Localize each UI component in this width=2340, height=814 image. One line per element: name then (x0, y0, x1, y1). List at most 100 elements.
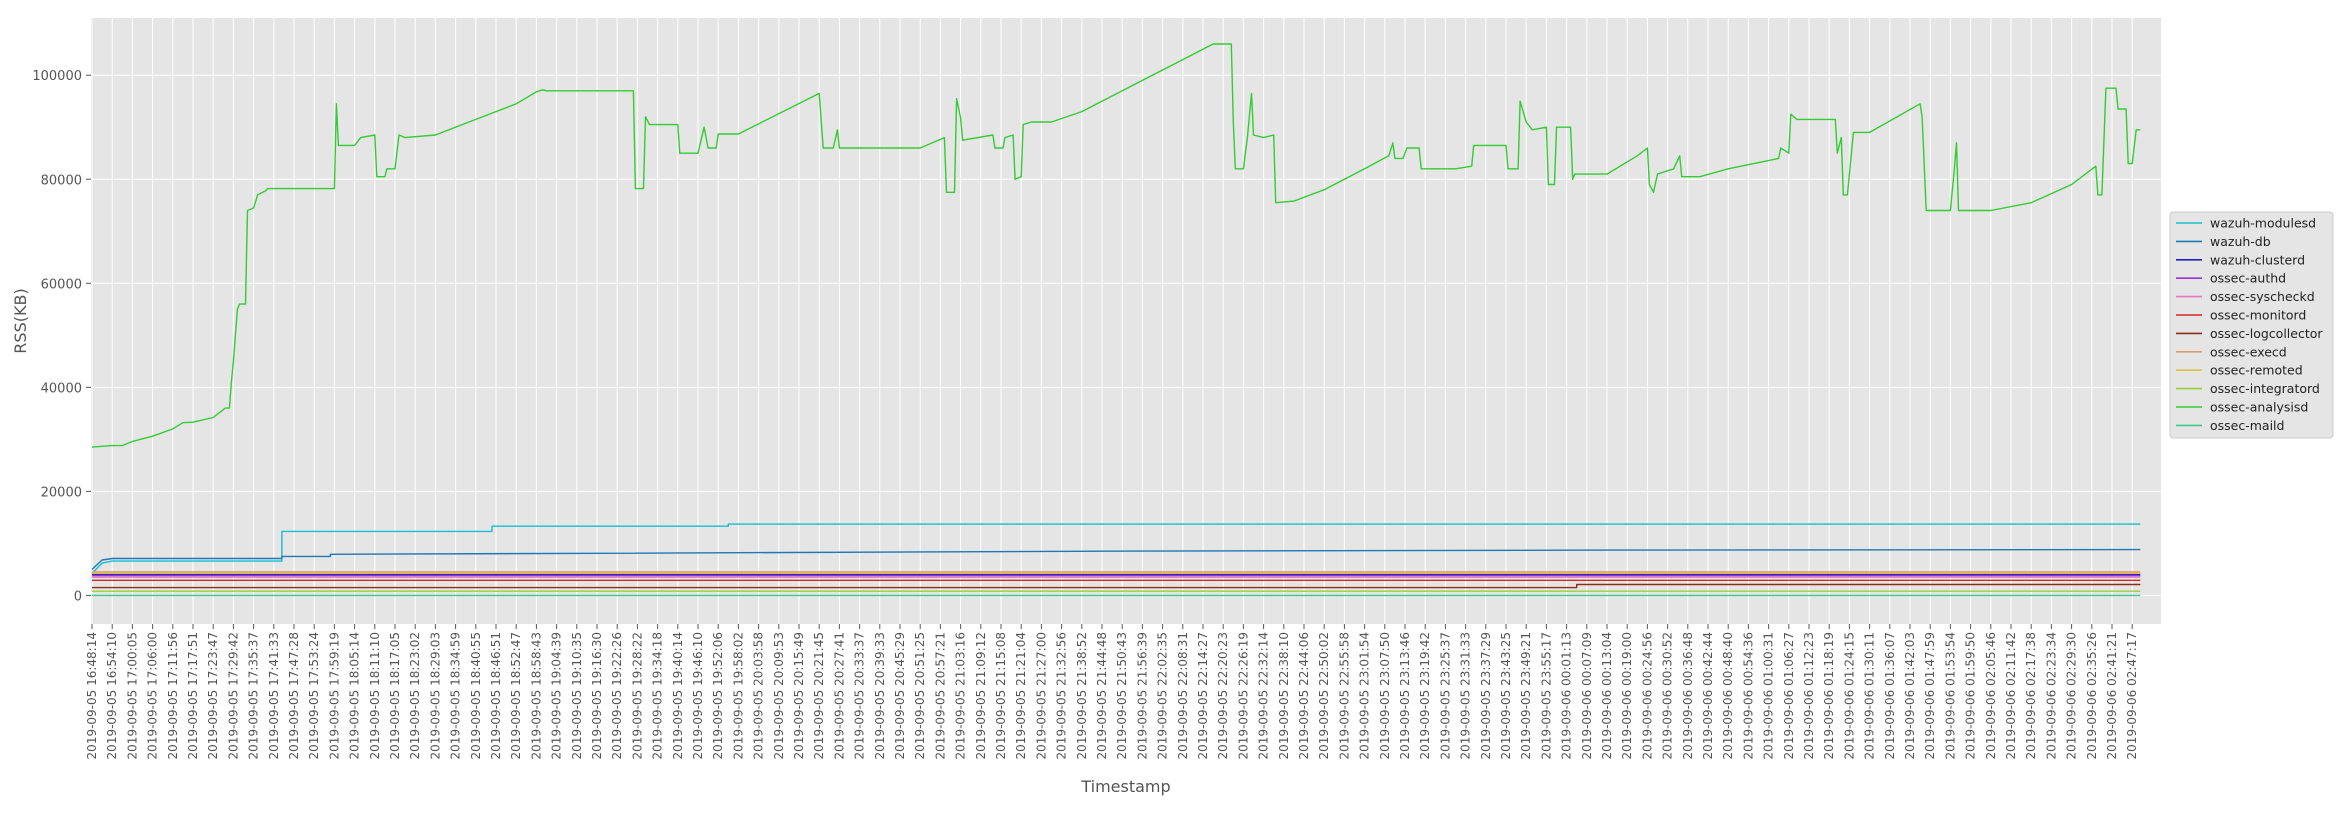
x-tick-label: 2019-09-05 22:38:10 (1277, 632, 1291, 759)
x-tick-label: 2019-09-05 20:45:29 (893, 632, 907, 759)
x-tick-label: 2019-09-05 21:56:39 (1135, 632, 1149, 759)
x-tick-label: 2019-09-06 02:17:38 (2024, 632, 2038, 759)
x-tick-label: 2019-09-05 21:03:16 (954, 632, 968, 759)
legend-label: ossec-execd (2210, 344, 2287, 359)
legend-label: wazuh-db (2210, 234, 2271, 249)
x-tick-label: 2019-09-05 23:55:17 (1539, 632, 1553, 759)
x-tick-label: 2019-09-05 20:09:53 (772, 632, 786, 759)
x-tick-label: 2019-09-06 01:18:19 (1822, 632, 1836, 759)
x-tick-label: 2019-09-05 19:58:02 (731, 632, 745, 759)
x-tick-label: 2019-09-05 17:47:28 (287, 632, 301, 759)
x-tick-label: 2019-09-05 21:38:52 (1075, 632, 1089, 759)
x-axis-label: Timestamp (1080, 777, 1170, 796)
x-tick-label: 2019-09-06 02:47:17 (2125, 632, 2139, 759)
y-tick-label: 100000 (32, 69, 82, 84)
x-tick-label: 2019-09-06 02:11:42 (2004, 632, 2018, 759)
x-tick-label: 2019-09-05 21:15:08 (994, 632, 1008, 759)
x-tick-label: 2019-09-05 16:54:10 (105, 632, 119, 759)
x-tick-label: 2019-09-05 21:32:56 (1055, 632, 1069, 759)
x-tick-label: 2019-09-06 01:36:07 (1883, 632, 1897, 759)
x-tick-label: 2019-09-06 01:59:50 (1964, 632, 1978, 759)
x-tick-label: 2019-09-05 16:48:14 (85, 632, 99, 759)
x-tick-label: 2019-09-05 22:08:31 (1176, 632, 1190, 759)
x-tick-label: 2019-09-06 02:05:46 (1984, 632, 1998, 759)
x-tick-label: 2019-09-05 23:25:37 (1438, 632, 1452, 759)
y-axis: 0 20000 40000 60000 80000 100000 (32, 69, 91, 604)
legend: wazuh-modulesd wazuh-db wazuh-clusterd osse… (2169, 211, 2334, 439)
legend-label: wazuh-clusterd (2210, 252, 2305, 267)
legend-label: ossec-remoted (2210, 363, 2303, 378)
x-tick-label: 2019-09-05 19:40:14 (671, 632, 685, 759)
x-tick-label: 2019-09-05 23:07:50 (1378, 632, 1392, 759)
x-tick-label: 2019-09-05 22:02:35 (1156, 632, 1170, 759)
x-tick-label: 2019-09-05 17:35:37 (247, 632, 261, 759)
x-tick-label: 2019-09-05 22:55:58 (1337, 632, 1351, 759)
x-tick-label: 2019-09-05 23:49:21 (1519, 632, 1533, 759)
x-tick-label: 2019-09-05 22:44:06 (1297, 632, 1311, 759)
legend-label: ossec-logcollector (2210, 326, 2323, 341)
x-tick-label: 2019-09-06 00:01:13 (1560, 632, 1574, 759)
x-tick-label: 2019-09-05 22:20:23 (1216, 632, 1230, 759)
x-tick-label: 2019-09-05 19:04:39 (550, 632, 564, 759)
x-tick-label: 2019-09-05 21:27:00 (1034, 632, 1048, 759)
legend-label: ossec-maild (2210, 418, 2284, 433)
x-tick-label: 2019-09-06 01:24:15 (1842, 632, 1856, 759)
x-tick-label: 2019-09-06 02:41:21 (2105, 632, 2119, 759)
y-axis-label: RSS(KB) (11, 288, 30, 353)
x-tick-label: 2019-09-06 01:47:59 (1923, 632, 1937, 759)
x-tick-label: 2019-09-05 20:51:25 (913, 632, 927, 759)
x-tick-label: 2019-09-05 19:46:10 (691, 632, 705, 759)
x-tick-label: 2019-09-05 23:19:42 (1418, 632, 1432, 759)
x-tick-label: 2019-09-05 23:31:33 (1459, 632, 1473, 759)
x-tick-label: 2019-09-06 02:23:34 (2044, 632, 2058, 759)
x-tick-label: 2019-09-06 01:42:03 (1903, 632, 1917, 759)
x-tick-label: 2019-09-06 00:13:04 (1600, 632, 1614, 759)
x-tick-label: 2019-09-05 19:28:22 (630, 632, 644, 759)
series-lines (91, 43, 2141, 597)
x-tick-label: 2019-09-05 17:59:19 (327, 632, 341, 759)
x-tick-label: 2019-09-05 18:17:05 (388, 632, 402, 759)
x-tick-label: 2019-09-06 00:36:48 (1681, 632, 1695, 759)
x-tick-label: 2019-09-05 18:46:51 (489, 632, 503, 759)
x-tick-label: 2019-09-05 22:32:14 (1257, 632, 1271, 759)
legend-label: ossec-authd (2210, 271, 2286, 286)
x-tick-label: 2019-09-06 01:53:54 (1943, 632, 1957, 759)
x-tick-label: 2019-09-05 20:15:49 (792, 632, 806, 759)
x-tick-label: 2019-09-06 01:30:11 (1863, 632, 1877, 759)
x-tick-label: 2019-09-05 17:11:56 (166, 632, 180, 759)
x-tick-label: 2019-09-05 19:10:35 (570, 632, 584, 759)
x-tick-label: 2019-09-05 23:01:54 (1358, 632, 1372, 759)
x-tick-label: 2019-09-05 20:21:45 (812, 632, 826, 759)
legend-label: ossec-integratord (2210, 381, 2320, 396)
series-line-wazuh-db (91, 548, 2141, 570)
x-tick-label: 2019-09-05 21:50:43 (1115, 632, 1129, 759)
x-tick-label: 2019-09-06 00:24:56 (1640, 632, 1654, 759)
x-tick-label: 2019-09-06 02:35:26 (2085, 632, 2099, 759)
x-tick-label: 2019-09-05 17:29:42 (226, 632, 240, 759)
x-tick-label: 2019-09-05 19:22:26 (610, 632, 624, 759)
x-tick-label: 2019-09-06 00:07:09 (1580, 632, 1594, 759)
x-tick-label: 2019-09-05 18:23:02 (408, 632, 422, 759)
x-tick-label: 2019-09-06 00:42:44 (1701, 632, 1715, 759)
x-tick-label: 2019-09-05 18:11:10 (368, 632, 382, 759)
x-tick-label: 2019-09-05 17:06:00 (146, 632, 160, 759)
y-tick-label: 40000 (41, 381, 82, 396)
x-tick-label: 2019-09-05 18:58:43 (529, 632, 543, 759)
x-tick-label: 2019-09-05 21:44:48 (1095, 632, 1109, 759)
series-line-ossec-analysisd (91, 43, 2141, 448)
x-tick-label: 2019-09-05 18:29:03 (428, 632, 442, 759)
x-tick-label: 2019-09-05 17:00:05 (125, 632, 139, 759)
x-tick-label: 2019-09-05 20:57:21 (933, 632, 947, 759)
x-tick-label: 2019-09-05 23:37:29 (1479, 632, 1493, 759)
grid-lines (91, 18, 2161, 624)
legend-label: ossec-monitord (2210, 308, 2306, 323)
x-tick-label: 2019-09-05 20:27:41 (832, 632, 846, 759)
legend-label: ossec-syscheckd (2210, 289, 2315, 304)
legend-label: ossec-analysisd (2210, 400, 2308, 415)
x-tick-label: 2019-09-05 17:23:47 (206, 632, 220, 759)
x-tick-label: 2019-09-05 19:52:06 (711, 632, 725, 759)
legend-label: wazuh-modulesd (2210, 216, 2316, 231)
x-tick-label: 2019-09-05 22:26:19 (1236, 632, 1250, 759)
x-tick-label: 2019-09-05 23:13:46 (1398, 632, 1412, 759)
